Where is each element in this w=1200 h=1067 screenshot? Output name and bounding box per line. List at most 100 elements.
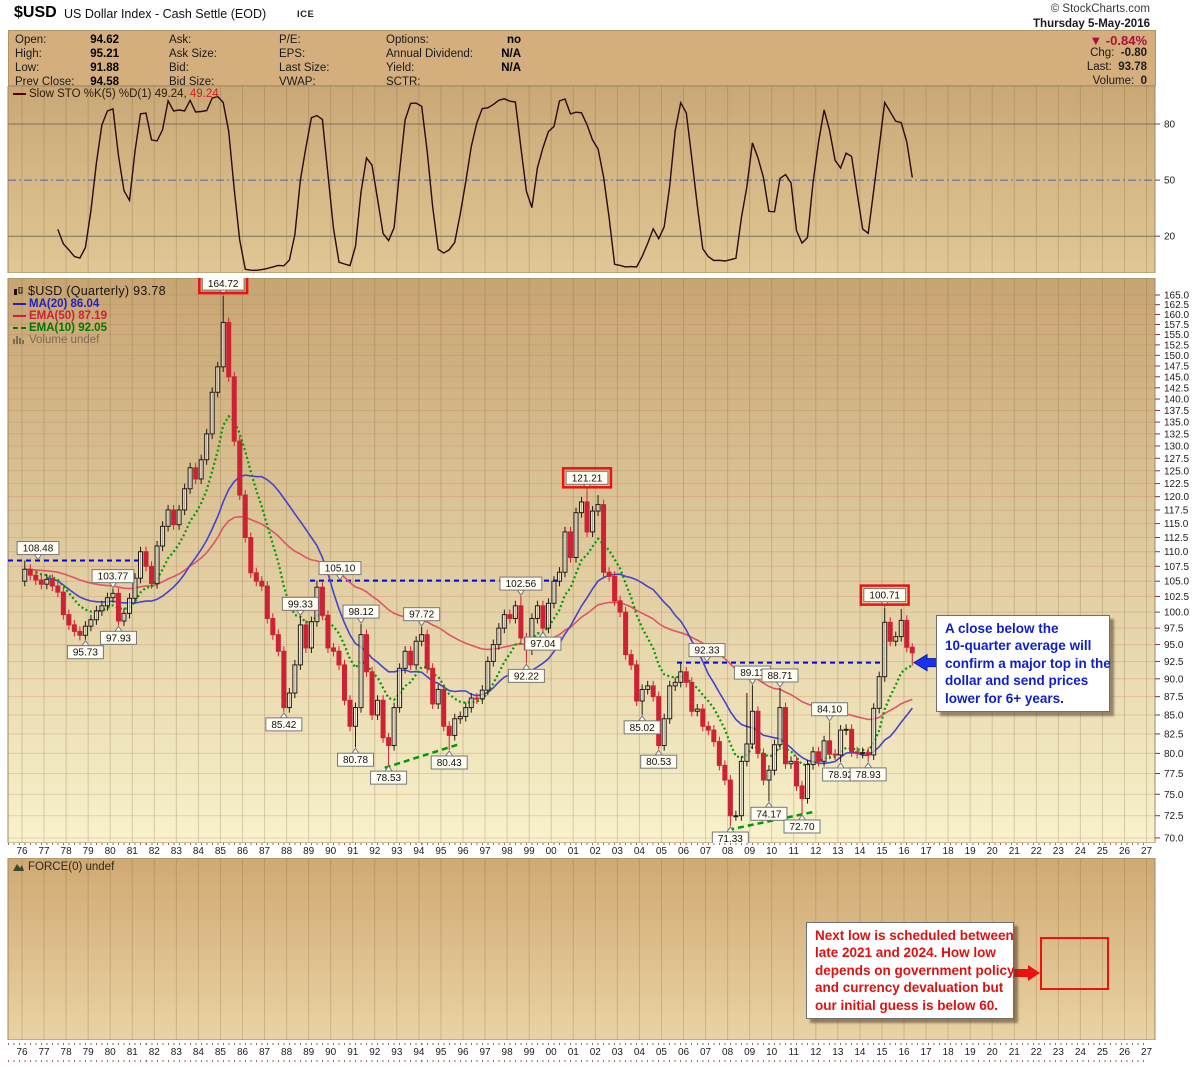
year-label: 19 — [964, 1047, 976, 1058]
svg-text:85.02: 85.02 — [630, 723, 655, 734]
price-axis-label: 95.0 — [1164, 640, 1184, 651]
year-label: 88 — [281, 1047, 293, 1058]
year-label: 22 — [1030, 1047, 1042, 1058]
year-label: 25 — [1096, 846, 1108, 857]
price-axis-label: 75.0 — [1164, 790, 1184, 801]
price-axis-label: 115.0 — [1164, 519, 1189, 530]
year-label: 95 — [435, 1047, 447, 1058]
price-axis-label: 105.0 — [1164, 577, 1189, 588]
year-label: 06 — [677, 1047, 690, 1058]
ma20-line — [46, 474, 913, 765]
year-label: 88 — [281, 846, 293, 857]
price-axis-label: 110.0 — [1164, 547, 1189, 558]
main-panel: 70.0 72.5 75.0 77.5 80.0 82.5 85.0 87.5 90.0 92.5… — [0, 278, 1200, 843]
year-label: 99 — [523, 1047, 535, 1058]
svg-text:92.22: 92.22 — [514, 671, 539, 682]
quote-right-row: Chg: -0.80 — [1090, 47, 1147, 59]
exchange-label: ICE — [297, 9, 315, 20]
year-label: 24 — [1074, 846, 1086, 857]
callout-85.02: 85.02 — [623, 714, 661, 735]
svg-text:95.73: 95.73 — [73, 648, 98, 659]
sto-panel: 80 50 20 Slow STO %K(5) %D(1) 49.24, 49.24 — [0, 86, 1200, 273]
price-axis-label: 100.0 — [1164, 608, 1189, 619]
ma20-swatch-icon — [13, 302, 26, 305]
symbol-description: US Dollar Index - Cash Settle (EOD) — [64, 7, 267, 21]
year-gridlines — [21, 858, 1148, 1040]
callout-98.12: 98.12 — [342, 604, 380, 624]
svg-text:80.53: 80.53 — [646, 757, 671, 768]
year-gridlines — [21, 278, 1148, 843]
year-label: 09 — [744, 1047, 756, 1058]
price-axis-label: 85.0 — [1164, 710, 1184, 721]
year-label: 91 — [347, 1047, 359, 1058]
price-axis-label: 130.0 — [1164, 441, 1189, 452]
year-label: 01 — [567, 846, 579, 857]
annotation-line: and currency devaluation but — [815, 980, 1004, 996]
callout-97.93: 97.93 — [99, 625, 137, 645]
price-axis-label: 132.5 — [1164, 429, 1189, 440]
svg-text:80.78: 80.78 — [343, 755, 368, 766]
annotation-line: late 2021 and 2024. How low — [815, 945, 996, 961]
price-axis-label: 162.5 — [1164, 300, 1189, 311]
callout-100.71: 100.71 — [859, 584, 910, 608]
year-label: 97 — [479, 1047, 491, 1058]
svg-text:97.93: 97.93 — [106, 633, 131, 644]
quarter-ticks — [8, 1060, 1148, 1062]
volume-bars-icon — [13, 335, 25, 345]
year-label: 99 — [523, 846, 535, 857]
trendline-1 — [384, 743, 458, 769]
svg-text:164.72: 164.72 — [208, 279, 239, 290]
callout-92.22: 92.22 — [507, 663, 545, 683]
svg-text:108.48: 108.48 — [23, 544, 54, 555]
sto-line-swatch-icon — [13, 92, 26, 95]
year-label: 77 — [38, 846, 50, 857]
year-label: 92 — [369, 1047, 381, 1058]
year-label: 80 — [104, 846, 116, 857]
year-label: 96 — [457, 846, 469, 857]
ema10-line — [35, 414, 913, 766]
year-label: 00 — [545, 846, 557, 857]
year-label: 76 — [16, 1047, 28, 1058]
year-label: 84 — [192, 1047, 204, 1058]
year-label: 02 — [589, 846, 601, 857]
callout-78.93: 78.93 — [849, 762, 887, 782]
candles — [22, 296, 915, 827]
callout-72.70: 72.70 — [783, 814, 821, 834]
title-bar: $USD US Dollar Index - Cash Settle (EOD)… — [0, 0, 1200, 30]
svg-text:74.17: 74.17 — [756, 809, 781, 820]
svg-text:78.53: 78.53 — [376, 773, 401, 784]
year-label: 11 — [788, 1047, 799, 1058]
callout-85.42: 85.42 — [265, 712, 303, 732]
callout-102.56: 102.56 — [499, 576, 543, 596]
callout-80.43: 80.43 — [430, 750, 468, 770]
price-axis-label: 135.0 — [1164, 418, 1189, 429]
candlestick-icon — [13, 286, 24, 297]
year-label: 93 — [391, 1047, 403, 1058]
price-axis-label: 152.5 — [1164, 340, 1189, 351]
price-axis-label: 145.0 — [1164, 372, 1189, 383]
quote-label: Prev Close: — [15, 76, 75, 88]
callout-92.33: 92.33 — [688, 643, 726, 663]
year-label: 20 — [986, 846, 998, 857]
year-label: 79 — [82, 846, 94, 857]
quote-value: N/A — [501, 62, 521, 74]
price-axis-label: 72.5 — [1164, 811, 1184, 822]
quote-label: Options: — [386, 34, 429, 46]
year-label: 78 — [60, 1047, 72, 1058]
quote-label: Yield: — [386, 62, 415, 74]
year-label: 85 — [214, 846, 226, 857]
year-label: 19 — [964, 846, 976, 857]
callout-105.10: 105.10 — [318, 561, 362, 581]
callout-80.78: 80.78 — [337, 747, 375, 767]
callout-95.73: 95.73 — [66, 639, 104, 660]
quote-value: 94.58 — [90, 76, 119, 88]
year-label: 87 — [258, 846, 271, 857]
svg-text:80.43: 80.43 — [437, 758, 462, 769]
year-label: 08 — [722, 1047, 734, 1058]
sto-chart: 80 50 20 — [7, 86, 1176, 273]
year-label: 23 — [1052, 846, 1064, 857]
year-label: 82 — [148, 846, 160, 857]
svg-text:97.04: 97.04 — [530, 639, 555, 650]
year-label: 84 — [192, 846, 204, 857]
